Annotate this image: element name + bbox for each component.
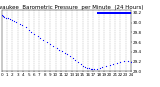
Point (126, 60, 129, 62)
Point (112, 63, 115, 65)
Point (13, 20, 16, 22)
Point (63, 52, 66, 54)
Point (80, 63, 82, 65)
Point (119, 61, 122, 62)
Point (25, 27, 27, 28)
Point (98, 68, 101, 69)
Point (0, 15, 3, 16)
Point (96, 68, 98, 70)
Point (5, 17, 7, 18)
Title: Milwaukee  Barometric Pressure  per Minute  (24 Hours): Milwaukee Barometric Pressure per Minute… (0, 5, 143, 10)
Point (15, 21, 17, 23)
Point (93, 69, 96, 70)
Point (45, 41, 48, 43)
Point (52, 45, 54, 47)
Point (58, 49, 60, 51)
Point (108, 65, 111, 66)
Point (39, 37, 42, 39)
Point (7, 18, 9, 19)
Point (116, 62, 118, 63)
Point (130, 61, 132, 62)
Point (49, 43, 52, 45)
Point (33, 34, 35, 35)
Point (55, 48, 58, 49)
Point (36, 36, 39, 37)
Point (86, 67, 88, 69)
Point (18, 23, 21, 24)
Bar (97, 12, 131, 14)
Point (30, 32, 33, 33)
Point (27, 29, 30, 31)
Point (82, 65, 85, 67)
Point (77, 61, 79, 63)
Point (8, 18, 11, 19)
Point (42, 39, 44, 41)
Point (101, 67, 104, 68)
Point (105, 66, 107, 67)
Point (61, 51, 63, 52)
Point (66, 54, 69, 55)
Point (88, 68, 90, 69)
Point (89, 68, 92, 70)
Point (2, 16, 5, 17)
Point (10, 19, 13, 20)
Point (91, 69, 94, 70)
Point (1, 15, 4, 17)
Point (123, 60, 125, 61)
Point (84, 66, 87, 68)
Point (71, 58, 74, 59)
Point (74, 59, 77, 61)
Point (69, 56, 71, 57)
Point (3, 16, 6, 17)
Point (21, 24, 24, 26)
